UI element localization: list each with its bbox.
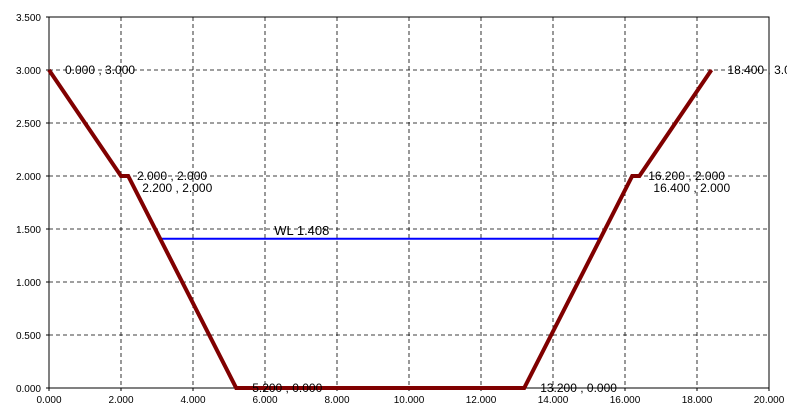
x-tick-label: 20.000 bbox=[754, 395, 785, 406]
y-tick-label: 0.500 bbox=[16, 331, 41, 342]
series-layer bbox=[47, 68, 714, 390]
point-label: 2.200 , 2.000 bbox=[142, 181, 212, 195]
point-label: 16.400 , 2.000 bbox=[653, 181, 730, 195]
profile-point bbox=[120, 175, 122, 177]
profile-point bbox=[638, 175, 640, 177]
point-label: 16.200 , 2.000 bbox=[648, 169, 725, 183]
point-label: 18.400 , 3.000 bbox=[727, 63, 787, 77]
profile-point bbox=[631, 175, 633, 177]
x-tick-label: 12.000 bbox=[466, 395, 497, 406]
x-tick-label: 8.000 bbox=[324, 395, 349, 406]
x-tick-label: 2.000 bbox=[108, 395, 133, 406]
label-layer: WL 1.408 0.000 , 3.000 2.000 , 2.0002.200 … bbox=[65, 63, 787, 395]
y-tick-label: 3.500 bbox=[16, 13, 41, 24]
point-label: 2.000 , 2.000 bbox=[137, 169, 207, 183]
x-tick-label: 14.000 bbox=[538, 395, 569, 406]
x-tick-label: 6.000 bbox=[252, 395, 277, 406]
x-tick-label: 16.000 bbox=[610, 395, 641, 406]
point-label: 0.000 , 3.000 bbox=[65, 63, 135, 77]
axis-layer: 0.000 2.000 4.000 6.000 8.000 10.000 12.000 14.… bbox=[16, 13, 785, 406]
x-tick-label: 18.000 bbox=[682, 395, 713, 406]
y-tick-label: 3.000 bbox=[16, 66, 41, 77]
point-label: 13.200 , 0.000 bbox=[540, 381, 617, 395]
point-label: 5.200 , 0.000 bbox=[252, 381, 322, 395]
y-tick-label: 1.500 bbox=[16, 225, 41, 236]
water-level-label: WL 1.408 bbox=[274, 223, 329, 238]
grid-layer bbox=[48, 16, 770, 389]
y-tick-label: 1.000 bbox=[16, 278, 41, 289]
profile-point bbox=[710, 69, 712, 71]
y-tick-label: 2.500 bbox=[16, 119, 41, 130]
x-tick-label: 0.000 bbox=[36, 395, 61, 406]
profile-point bbox=[127, 175, 129, 177]
cross-section-profile bbox=[47, 68, 714, 390]
y-tick-label: 0.000 bbox=[16, 384, 41, 395]
x-tick-label: 10.000 bbox=[394, 395, 425, 406]
x-tick-label: 4.000 bbox=[180, 395, 205, 406]
profile-point bbox=[235, 387, 237, 389]
profile-point bbox=[523, 387, 525, 389]
profile-point bbox=[48, 69, 50, 71]
y-tick-label: 2.000 bbox=[16, 172, 41, 183]
